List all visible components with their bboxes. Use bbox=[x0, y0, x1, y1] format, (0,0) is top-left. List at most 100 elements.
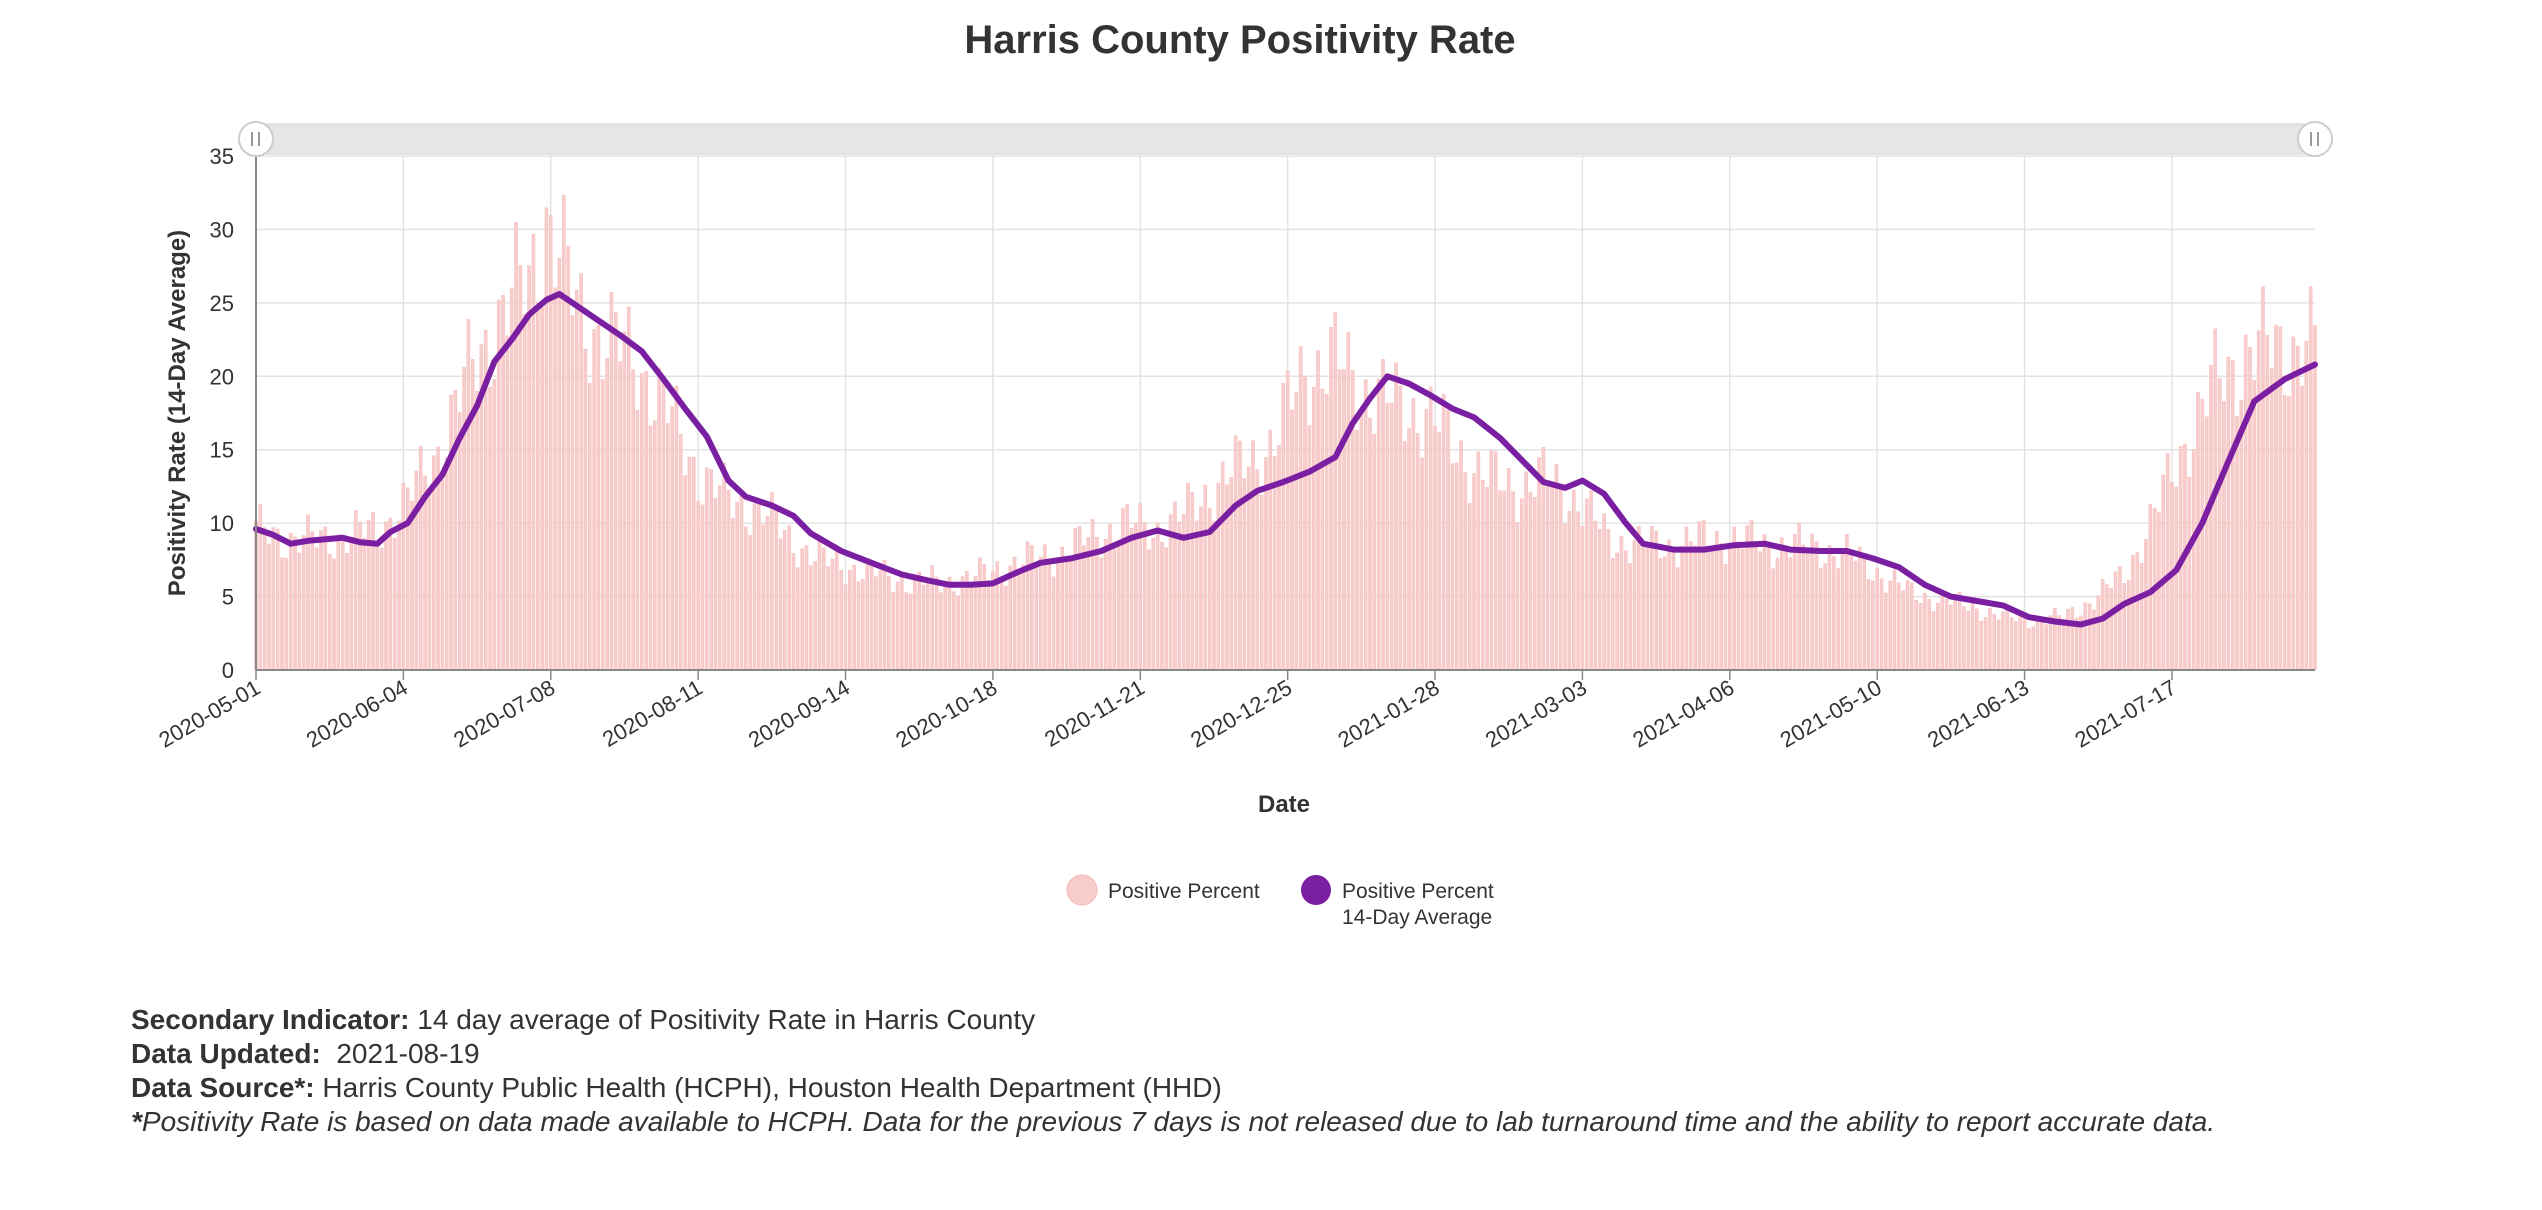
bar bbox=[601, 379, 605, 671]
bar bbox=[327, 553, 332, 671]
bar bbox=[462, 366, 466, 671]
bar bbox=[1563, 523, 1567, 671]
bar bbox=[2248, 347, 2252, 671]
bar bbox=[939, 592, 943, 671]
bar bbox=[1845, 534, 1849, 671]
bar bbox=[1576, 511, 1580, 671]
bar bbox=[1702, 520, 1706, 671]
bar bbox=[2304, 340, 2309, 671]
secondary-indicator-value: 14 day average of Positivity Rate in Har… bbox=[409, 1004, 1036, 1035]
bar bbox=[1663, 556, 1667, 671]
bar bbox=[1884, 592, 1888, 671]
bar bbox=[2235, 416, 2239, 671]
bar bbox=[1654, 530, 1658, 671]
bar bbox=[809, 565, 813, 671]
bar bbox=[1368, 417, 1372, 671]
bar bbox=[575, 289, 579, 671]
bar bbox=[1511, 491, 1515, 671]
bar bbox=[353, 510, 358, 671]
bar bbox=[1047, 562, 1052, 671]
legend-item-14-day-average[interactable]: Positive Percent 14-Day Average bbox=[1301, 875, 1494, 929]
range-navigator[interactable] bbox=[238, 121, 2333, 157]
bar bbox=[1532, 497, 1537, 671]
bar bbox=[2083, 602, 2088, 671]
bar bbox=[2035, 617, 2040, 671]
bar bbox=[1528, 491, 1533, 671]
bar bbox=[770, 492, 774, 671]
bar bbox=[2165, 453, 2170, 671]
x-tick-label: 2020-10-18 bbox=[891, 675, 1001, 753]
bar bbox=[1836, 568, 1840, 671]
bar bbox=[653, 420, 657, 671]
x-tick-label: 2020-07-08 bbox=[449, 675, 559, 753]
navigator-right-handle[interactable] bbox=[2297, 121, 2333, 157]
bar bbox=[817, 541, 822, 671]
bar bbox=[1411, 398, 1416, 671]
bar bbox=[986, 580, 991, 671]
bar bbox=[1220, 461, 1225, 671]
bar bbox=[1060, 546, 1065, 671]
bar bbox=[843, 584, 848, 671]
bar bbox=[731, 518, 735, 671]
bar bbox=[2217, 377, 2222, 671]
navigator-left-handle[interactable] bbox=[238, 121, 274, 157]
bar bbox=[1866, 578, 1871, 671]
bar bbox=[1780, 537, 1784, 671]
bar bbox=[2157, 511, 2161, 671]
bar bbox=[2222, 401, 2226, 671]
bar bbox=[1216, 482, 1221, 671]
bar bbox=[2144, 539, 2148, 671]
bar bbox=[1550, 486, 1554, 671]
bar bbox=[1680, 546, 1684, 671]
bar bbox=[1732, 526, 1736, 671]
bar bbox=[644, 371, 648, 671]
bar bbox=[1784, 548, 1788, 671]
y-tick-label: 15 bbox=[210, 438, 234, 463]
bar bbox=[952, 591, 956, 671]
bar bbox=[1593, 520, 1598, 671]
bar bbox=[2226, 356, 2231, 671]
bar bbox=[1099, 557, 1104, 671]
bar bbox=[1598, 529, 1602, 671]
data-source-value: Harris County Public Health (HCPH), Hous… bbox=[314, 1072, 1222, 1103]
bar bbox=[349, 536, 354, 671]
bar bbox=[1385, 402, 1390, 671]
legend-item-positive-percent[interactable]: Positive Percent bbox=[1066, 874, 1260, 906]
bar bbox=[1983, 617, 1988, 671]
bar bbox=[605, 358, 609, 671]
bar bbox=[800, 548, 804, 671]
bar bbox=[1901, 590, 1905, 671]
bar bbox=[362, 537, 367, 671]
bar bbox=[1372, 434, 1377, 671]
bar bbox=[2113, 571, 2118, 671]
bar bbox=[1775, 557, 1780, 671]
data-source-row: Data Source*: Harris County Public Healt… bbox=[131, 1071, 2215, 1105]
legend[interactable]: Positive Percent Positive Percent 14-Day … bbox=[1066, 874, 1494, 929]
bar bbox=[661, 379, 666, 671]
bar bbox=[1355, 429, 1359, 671]
bar bbox=[2096, 595, 2101, 671]
bar bbox=[397, 520, 401, 671]
bar bbox=[1463, 472, 1468, 671]
bar bbox=[1762, 534, 1767, 671]
bar bbox=[314, 547, 319, 671]
bar bbox=[2018, 614, 2022, 671]
bar bbox=[1871, 580, 1875, 671]
bar bbox=[2131, 555, 2135, 671]
bar bbox=[1311, 386, 1316, 671]
bar bbox=[549, 215, 553, 671]
bar bbox=[375, 540, 380, 671]
y-tick-label: 35 bbox=[210, 144, 234, 169]
bar bbox=[457, 412, 462, 671]
bar bbox=[670, 406, 674, 671]
bar bbox=[2001, 611, 2005, 671]
bar bbox=[1004, 585, 1008, 671]
bar bbox=[887, 576, 891, 671]
bar bbox=[1008, 565, 1013, 671]
bar bbox=[1186, 482, 1190, 671]
bar bbox=[1467, 502, 1472, 671]
navigator-track[interactable] bbox=[255, 123, 2317, 155]
bar bbox=[735, 502, 739, 671]
chart-canvas: 0 5 10 15 20 25 30 35 2020-05-01 2020-06-04 2020-0… bbox=[155, 121, 2333, 929]
bar bbox=[418, 446, 423, 671]
